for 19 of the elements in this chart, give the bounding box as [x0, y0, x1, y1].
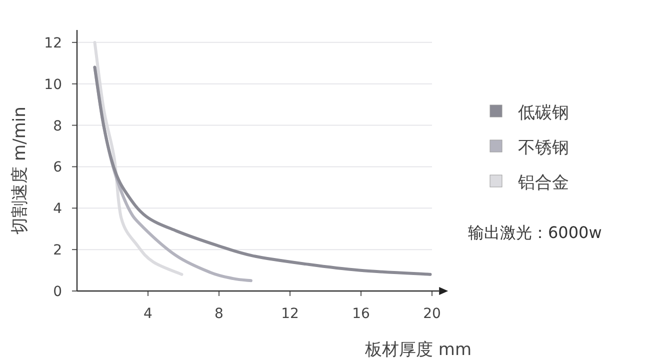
x-tick-label: 20 — [423, 306, 441, 322]
y-tick-label: 8 — [53, 118, 62, 134]
x-tick-label: 16 — [352, 306, 370, 322]
y-axis-title: 切割速度 m/min — [10, 106, 30, 234]
x-tick-label: 4 — [144, 306, 153, 322]
y-tick-label: 6 — [53, 160, 62, 176]
y-tick-label: 2 — [53, 242, 62, 259]
y-tick-label: 4 — [53, 201, 62, 218]
x-tick-label: 8 — [214, 306, 224, 322]
legend-label: 不锈钢 — [518, 138, 569, 158]
line-series — [93, 66, 432, 276]
text: 输出激光：6000w — [468, 223, 602, 242]
x-axis-title: 板材厚度 mm — [364, 340, 472, 359]
y-tick-label: 0 — [53, 284, 62, 300]
y-tick-label: 12 — [44, 35, 62, 52]
y-tick-label: 10 — [44, 76, 62, 93]
legend-label: 低碳钢 — [518, 103, 569, 123]
x-tick-label: 12 — [281, 306, 299, 322]
legend-label: 铝合金 — [517, 173, 569, 193]
